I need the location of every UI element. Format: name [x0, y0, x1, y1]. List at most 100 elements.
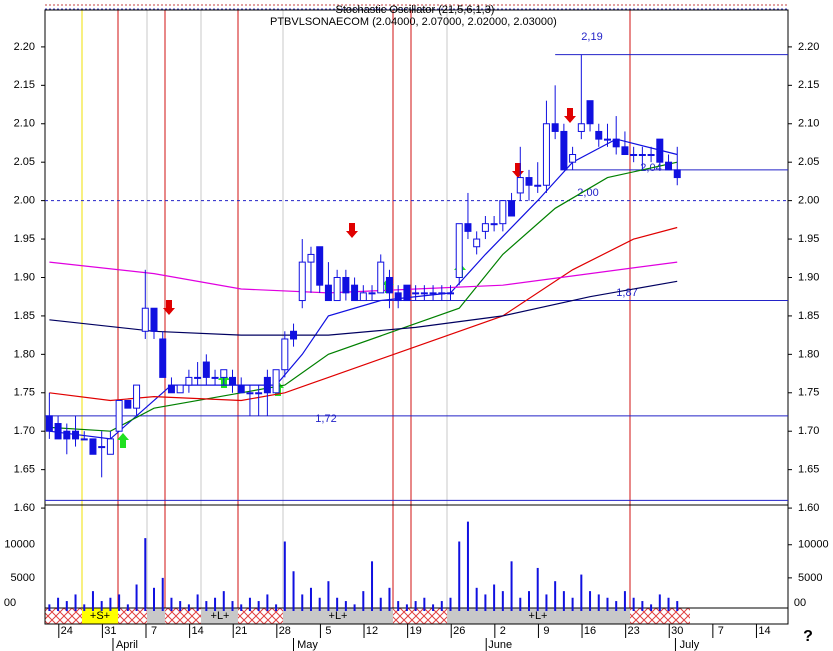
- ma-line: [49, 138, 678, 440]
- candle-body: [499, 200, 507, 225]
- level-label: 2,00: [577, 187, 598, 199]
- candle-body: [167, 384, 175, 394]
- candle-body: [272, 369, 280, 394]
- y-tick-label: 1.85: [798, 310, 819, 322]
- marker-label: +L+: [329, 610, 348, 622]
- candle-body: [246, 392, 254, 395]
- candle-body: [586, 100, 594, 125]
- y-tick-label: 1.95: [14, 233, 35, 245]
- y-tick-label: 1.80: [14, 348, 35, 360]
- y-tick-label: 2.10: [14, 118, 35, 130]
- x-tick-label: 30: [671, 625, 683, 637]
- x-tick-label: 14: [191, 625, 203, 637]
- x-tick-label: 31: [104, 625, 116, 637]
- x-tick-label: 7: [718, 625, 724, 637]
- candle-body: [115, 399, 123, 432]
- candle-body: [464, 223, 472, 232]
- marker-label: +L+: [211, 610, 230, 622]
- corner-label: 00: [794, 597, 806, 609]
- candle-body: [106, 438, 114, 455]
- candle-body: [333, 276, 341, 302]
- candle-body: [665, 161, 673, 171]
- date-bar: +S+ +L+ +L+ +L+: [44, 607, 789, 625]
- x-tick-label: 5: [325, 625, 331, 637]
- candle-body: [551, 123, 559, 132]
- candle-body: [342, 276, 350, 294]
- x-tick-label: 21: [235, 625, 247, 637]
- candle-body: [638, 154, 646, 157]
- candle-body: [237, 384, 245, 394]
- candle-body: [412, 292, 420, 295]
- month-label: April: [116, 639, 138, 651]
- candle-body: [577, 123, 585, 132]
- y-tick-label: 1.65: [798, 464, 819, 476]
- volume-tick-label: 10000: [4, 539, 35, 551]
- candle-body: [211, 376, 219, 379]
- candle-body: [359, 292, 367, 302]
- candle-body: [124, 399, 132, 409]
- candle-body: [307, 253, 315, 263]
- candle-body: [281, 338, 289, 371]
- ma-line: [49, 280, 678, 336]
- candle-body: [490, 223, 498, 226]
- y-tick-label: 1.90: [798, 271, 819, 283]
- candle-body: [508, 200, 516, 217]
- candle-body: [150, 307, 158, 332]
- y-tick-label: 2.05: [798, 156, 819, 168]
- volume-tick-label: 5000: [798, 572, 822, 584]
- candle-body: [63, 430, 71, 440]
- y-tick-label: 1.65: [14, 464, 35, 476]
- y-tick-label: 2.00: [798, 195, 819, 207]
- candle-body: [438, 292, 446, 295]
- ma-line: [49, 161, 678, 432]
- y-tick-label: 2.05: [14, 156, 35, 168]
- y-tick-label: 2.20: [14, 41, 35, 53]
- candle-body: [255, 392, 263, 395]
- y-tick-label: 2.10: [798, 118, 819, 130]
- candle-body: [228, 376, 236, 386]
- x-tick-label: 19: [410, 625, 422, 637]
- event-lines: [81, 10, 631, 608]
- candle-body: [569, 154, 577, 163]
- candle-body: [98, 446, 106, 449]
- volume-tick-label: 10000: [798, 539, 829, 551]
- candle-body: [429, 292, 437, 295]
- candle-body: [176, 384, 184, 394]
- chart-subtitle: Stochastic Oscillator (21,5,6,1,3): [336, 4, 495, 16]
- candle-body: [673, 169, 681, 179]
- candle-body: [385, 276, 393, 294]
- candle-body: [298, 261, 306, 302]
- candle-body: [516, 177, 524, 194]
- level-label: 1,87: [616, 287, 637, 299]
- candle-body: [54, 423, 62, 440]
- candle-body: [220, 369, 228, 378]
- candle-body: [89, 438, 97, 455]
- y-tick-label: 1.60: [14, 502, 35, 514]
- month-label: July: [680, 639, 700, 651]
- candle-body: [141, 307, 149, 332]
- candle-body: [377, 261, 385, 294]
- candle-body: [447, 292, 455, 295]
- candle-body: [185, 376, 193, 386]
- y-tick-label: 1.75: [14, 387, 35, 399]
- candle-body: [455, 223, 463, 278]
- candle-body: [595, 130, 603, 140]
- x-tick-label: 2: [500, 625, 506, 637]
- y-tick-label: 2.20: [798, 41, 819, 53]
- x-tick-label: 23: [628, 625, 640, 637]
- candle-body: [420, 292, 428, 295]
- candle-body: [45, 415, 53, 432]
- month-label: May: [297, 639, 318, 651]
- candle-body: [194, 376, 202, 379]
- candle-body: [560, 130, 568, 171]
- x-tick-label: 9: [543, 625, 549, 637]
- volume-tick-label: 5000: [11, 572, 35, 584]
- y-tick-label: 1.70: [798, 425, 819, 437]
- candle-body: [621, 146, 629, 156]
- help-icon[interactable]: ?: [803, 628, 813, 645]
- candle-body: [290, 330, 298, 340]
- x-tick-label: 26: [453, 625, 465, 637]
- candle-body: [534, 184, 542, 187]
